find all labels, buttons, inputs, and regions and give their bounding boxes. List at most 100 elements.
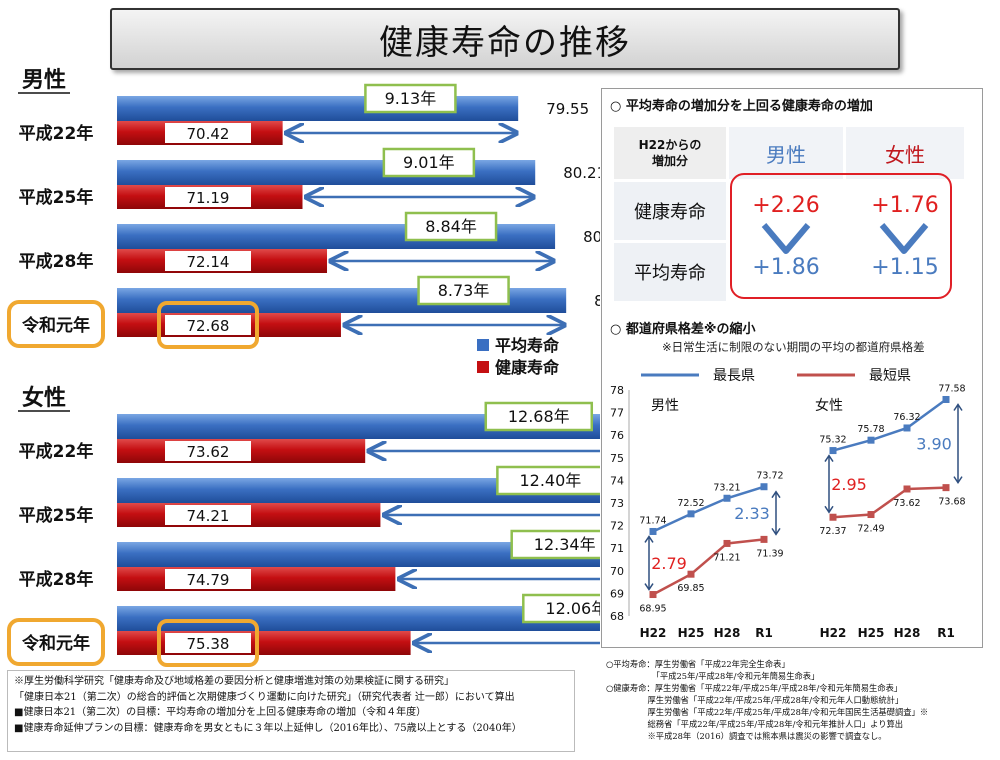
longest-line-1 bbox=[832, 398, 947, 452]
longest-value-label: 75.32 bbox=[819, 435, 846, 446]
shortest-value-label: 73.62 bbox=[893, 498, 920, 509]
shortest-line-0 bbox=[652, 538, 765, 596]
footnote-right-1: ○平均寿命：厚生労働省「平成22年完全生命表」 bbox=[606, 659, 790, 669]
healthy-value-label: 74.79 bbox=[187, 571, 230, 589]
y-tick-label: 76 bbox=[610, 429, 624, 442]
gap-value-label: 3.90 bbox=[916, 435, 952, 454]
gap-label: 12.06年 bbox=[545, 599, 600, 618]
longest-line-0 bbox=[652, 485, 765, 533]
shortest-value-label: 68.95 bbox=[639, 604, 666, 615]
healthy-value-box bbox=[165, 251, 251, 271]
gap-arrow-head bbox=[953, 476, 963, 484]
shortest-point bbox=[829, 513, 837, 521]
shortest-point bbox=[723, 539, 731, 547]
life-value-label: 80.21 bbox=[563, 164, 600, 182]
healthy-value-box bbox=[165, 315, 251, 335]
longest-value-label: 71.74 bbox=[639, 515, 666, 526]
y-tick-label: 77 bbox=[610, 407, 624, 420]
life-female-increase: +1.15 bbox=[871, 254, 939, 280]
healthy-value-box bbox=[165, 633, 251, 653]
longest-point bbox=[867, 436, 875, 444]
gap-label: 8.84年 bbox=[425, 217, 477, 236]
longest-point bbox=[723, 494, 731, 502]
reiwa-frame-0 bbox=[7, 300, 105, 348]
panel-label-0: 男性 bbox=[651, 398, 679, 414]
gap-label-box bbox=[484, 401, 594, 432]
healthy-value-label: 75.38 bbox=[187, 635, 230, 653]
gap-label: 12.68年 bbox=[508, 407, 570, 426]
y-tick-label: 75 bbox=[610, 452, 624, 465]
table-head-line2: 増加分 bbox=[651, 154, 688, 168]
x-tick-label: H25 bbox=[858, 626, 885, 640]
x-tick-label: H28 bbox=[714, 626, 741, 640]
gap-label-box bbox=[382, 147, 476, 178]
longest-point bbox=[829, 447, 837, 455]
healthy-value-box bbox=[165, 187, 251, 207]
shortest-value-label: 71.21 bbox=[713, 552, 740, 563]
longest-point bbox=[687, 510, 695, 518]
category-label: 平成25年 bbox=[19, 187, 94, 208]
healthy-value-box bbox=[165, 123, 251, 143]
prefecture-gap-line-chart: 最長県 最短県 68 69 70 71 72 73 74 75 76 77 78 男性 H22 H25 H28 R… bbox=[610, 368, 966, 640]
x-tick-label: H25 bbox=[678, 626, 705, 640]
table-row-life: 平均寿命 bbox=[614, 243, 726, 301]
x-tick-label: R1 bbox=[755, 626, 773, 640]
category-label: 平成28年 bbox=[19, 569, 94, 590]
legend-label-1: 健康寿命 bbox=[495, 358, 560, 377]
y-tick-label: 73 bbox=[610, 497, 624, 510]
longest-value-label: 73.21 bbox=[713, 482, 740, 493]
shortest-point bbox=[760, 535, 768, 543]
table-col-male: 男性 bbox=[729, 127, 843, 179]
chevron-female bbox=[879, 223, 929, 254]
group-label-0: 男性 bbox=[22, 68, 66, 93]
gap-label: 12.34年 bbox=[534, 535, 596, 554]
category-label: 令和元年 bbox=[22, 315, 90, 336]
longest-point bbox=[942, 395, 950, 403]
category-label: 平成22年 bbox=[19, 441, 94, 462]
gap-value-label: 2.79 bbox=[651, 554, 687, 573]
prefecture-gap-heading: ○ 都道府県格差※の縮小 bbox=[610, 322, 756, 337]
page-title: 健康寿命の推移 bbox=[110, 8, 900, 70]
footnote-right-3: ○健康寿命：厚生労働省「平成22年/平成25年/平成28年/令和元年簡易生命表」 bbox=[606, 683, 903, 693]
healthy-value-box bbox=[165, 505, 251, 525]
shortest-value-label: 73.68 bbox=[938, 497, 965, 508]
healthy-male-increase: +2.26 bbox=[752, 192, 820, 218]
category-label: 平成28年 bbox=[19, 251, 94, 272]
life-male-increase: +1.86 bbox=[752, 254, 820, 280]
category-label: 平成25年 bbox=[19, 505, 94, 526]
y-tick-label: 69 bbox=[610, 587, 624, 600]
group-label-1: 女性 bbox=[22, 385, 66, 411]
footnote-right-7: ※平成28年（2016）調査では熊本県は震災の影響で調査なし。 bbox=[606, 731, 887, 741]
healthy-value-box bbox=[165, 441, 251, 461]
shortest-point bbox=[867, 511, 875, 519]
shortest-point bbox=[903, 485, 911, 493]
healthy-female-increase: +1.76 bbox=[871, 192, 939, 218]
y-tick-label: 68 bbox=[610, 610, 624, 623]
life-bar bbox=[117, 96, 519, 121]
gap-arrow-head bbox=[644, 583, 654, 591]
healthy-value-box bbox=[165, 569, 251, 589]
longest-value-label: 73.72 bbox=[756, 471, 783, 482]
gap-label-box bbox=[417, 275, 510, 306]
shortest-point bbox=[942, 484, 950, 492]
x-tick-label: R1 bbox=[937, 626, 955, 640]
category-label: 令和元年 bbox=[22, 633, 90, 654]
gap-label: 12.40年 bbox=[519, 471, 581, 490]
longest-value-label: 75.78 bbox=[857, 424, 884, 435]
footnote-left-4: ■健康寿命延伸プランの目標：健康寿命を男女ともに３年以上延伸し（2016年比）、… bbox=[14, 722, 522, 734]
gap-arrow-head bbox=[771, 527, 781, 536]
y-tick-label: 71 bbox=[610, 542, 624, 555]
greater-than-chevrons bbox=[761, 223, 929, 254]
x-tick-label: H22 bbox=[640, 626, 667, 640]
gap-arrow-head bbox=[771, 490, 781, 499]
life-value-label: 80.98 bbox=[583, 228, 600, 246]
longest-value-label: 76.32 bbox=[893, 412, 920, 423]
table-row-healthy: 健康寿命 bbox=[614, 182, 726, 240]
gap-arrow-head bbox=[644, 535, 654, 543]
life-value-label: 81.41 bbox=[594, 292, 600, 310]
footnote-right-5: 厚生労働省「平成22年/平成25年/平成28年/令和元年国民生活基礎調査」※ bbox=[606, 707, 929, 717]
footnote-right-6: 総務省「平成22年/平成25年/平成28年/令和元年推計人口」より算出 bbox=[606, 719, 904, 729]
highlight-frame bbox=[730, 173, 952, 299]
reiwa-frame-1 bbox=[7, 618, 105, 666]
